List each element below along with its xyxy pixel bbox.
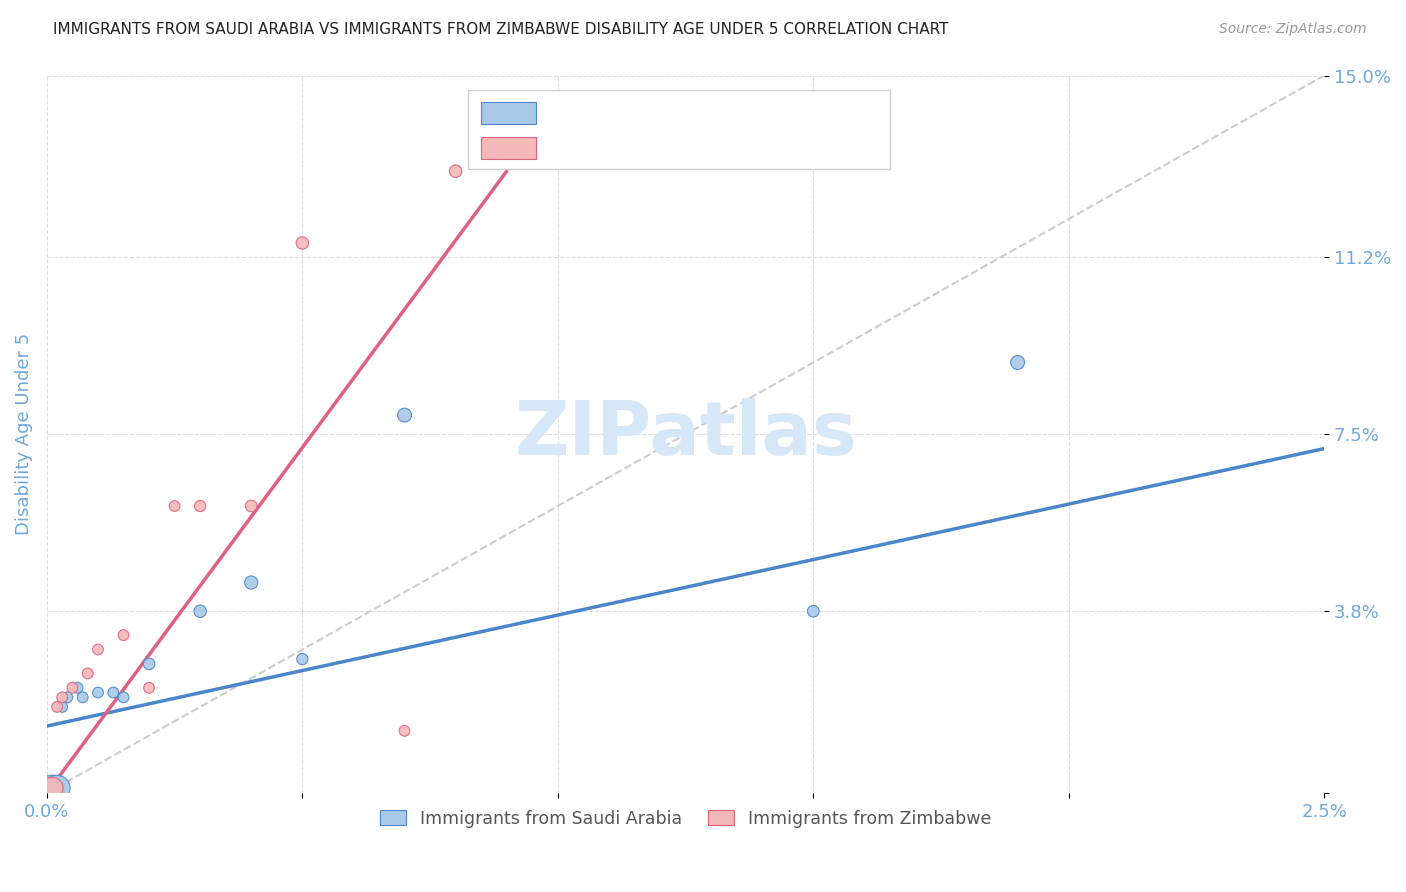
Point [87, 685, 110, 699]
Point [72, 690, 94, 705]
Point [103, 685, 125, 699]
Point [163, 499, 186, 513]
Point [394, 408, 416, 422]
Point [188, 499, 211, 513]
Point [76, 666, 98, 681]
Point [56, 690, 79, 705]
Point [112, 690, 135, 705]
Point [444, 164, 467, 178]
Point [112, 628, 135, 642]
Point [138, 681, 160, 695]
Point [41, 781, 63, 796]
Point [66, 681, 89, 695]
Point [51, 690, 73, 705]
Point [291, 235, 314, 250]
Point [801, 604, 824, 618]
Point [291, 652, 314, 666]
Text: Source: ZipAtlas.com: Source: ZipAtlas.com [1219, 22, 1367, 37]
Point [1007, 355, 1029, 369]
Point [87, 642, 110, 657]
Legend: Immigrants from Saudi Arabia, Immigrants from Zimbabwe: Immigrants from Saudi Arabia, Immigrants… [373, 803, 998, 835]
Point [62, 681, 84, 695]
Point [138, 657, 160, 671]
Y-axis label: Disability Age Under 5: Disability Age Under 5 [15, 333, 32, 535]
Text: ZIPatlas: ZIPatlas [515, 398, 856, 471]
Point [240, 499, 263, 513]
Point [240, 575, 263, 590]
Point [46, 781, 69, 796]
Text: IMMIGRANTS FROM SAUDI ARABIA VS IMMIGRANTS FROM ZIMBABWE DISABILITY AGE UNDER 5 : IMMIGRANTS FROM SAUDI ARABIA VS IMMIGRAN… [53, 22, 949, 37]
Point [41, 781, 63, 796]
Point [51, 699, 73, 714]
Point [46, 699, 69, 714]
Point [188, 604, 211, 618]
Point [394, 723, 416, 738]
